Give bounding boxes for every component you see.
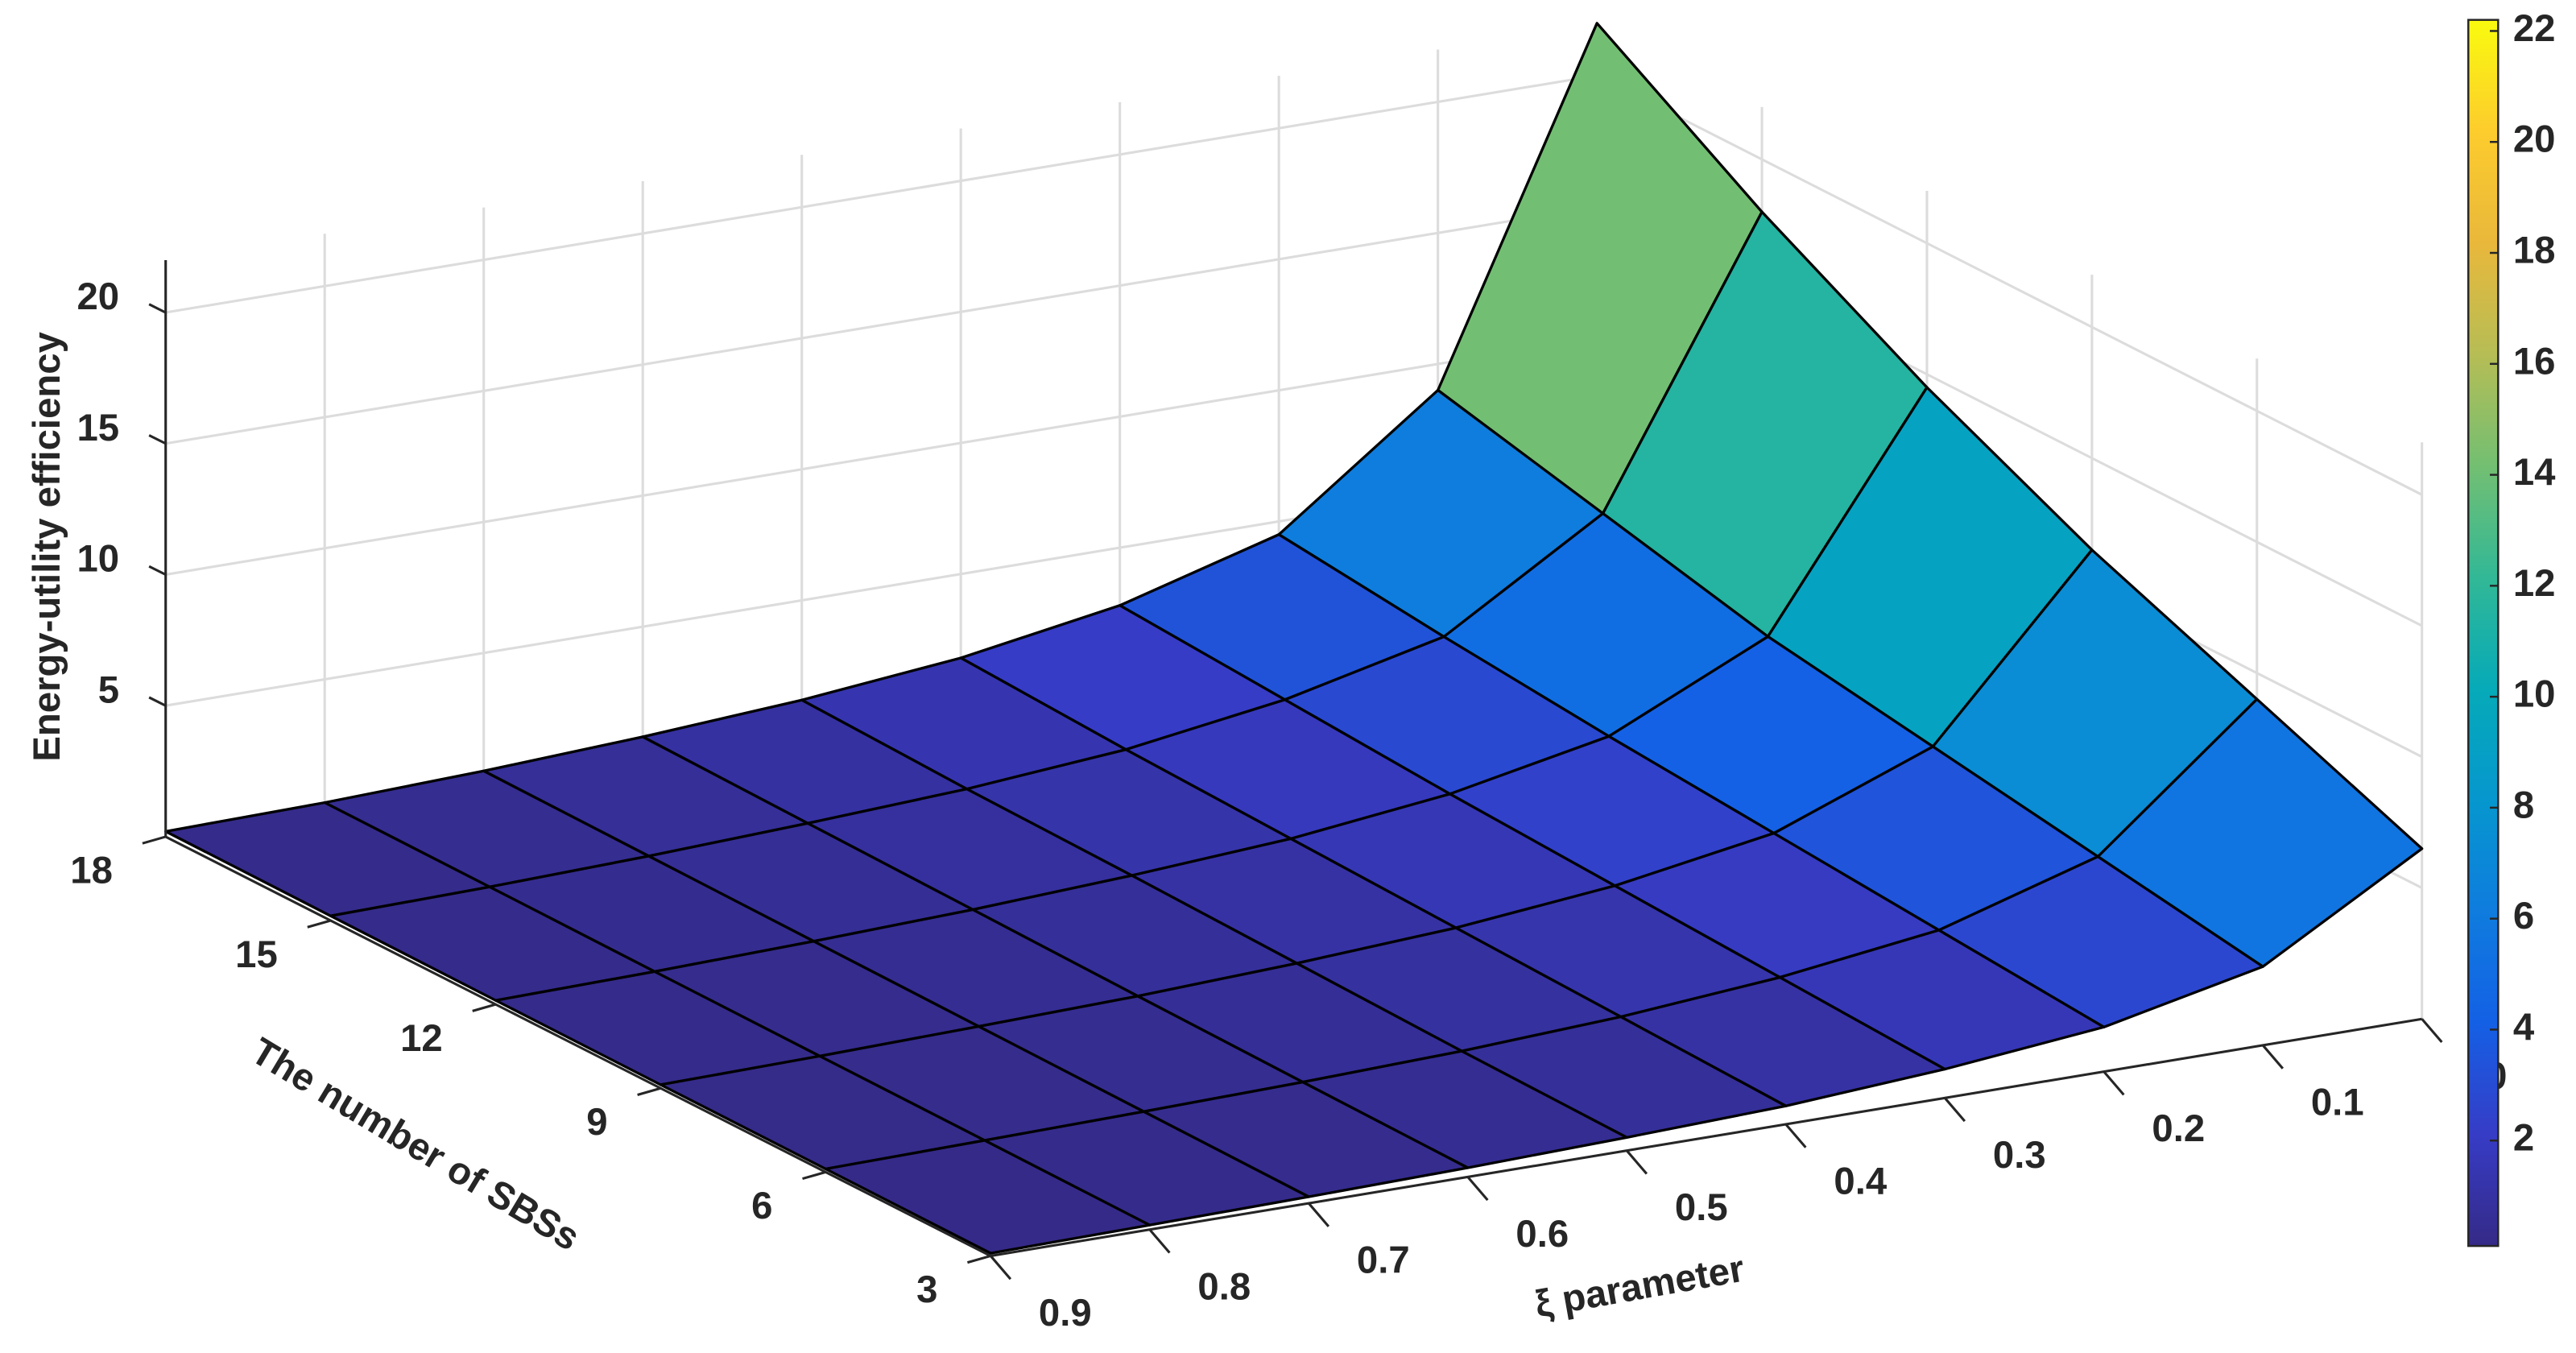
x-tick bbox=[1148, 1228, 1171, 1254]
x-tick bbox=[1626, 1149, 1648, 1175]
z-tick-label: 20 bbox=[77, 275, 120, 318]
colorbar-tick-label: 6 bbox=[2513, 895, 2534, 937]
colorbar-tick-label: 18 bbox=[2513, 230, 2556, 272]
x-tick-label: 0.2 bbox=[2152, 1107, 2205, 1150]
x-tick bbox=[1308, 1202, 1330, 1227]
y-tick bbox=[637, 1086, 661, 1096]
y-tick-label: 18 bbox=[70, 850, 113, 892]
colorbar-tick-label: 4 bbox=[2513, 1006, 2535, 1049]
x-tick-label: 0.4 bbox=[1834, 1161, 1887, 1203]
x-tick-label: 0.3 bbox=[1993, 1134, 2046, 1177]
surface bbox=[164, 22, 2424, 1255]
y-tick-label: 15 bbox=[235, 933, 278, 976]
z-tick-label: 15 bbox=[77, 407, 120, 449]
colorbar-tick-label: 10 bbox=[2513, 673, 2556, 716]
y-tick bbox=[967, 1254, 991, 1264]
z-tick bbox=[148, 303, 167, 314]
y-tick bbox=[802, 1170, 826, 1181]
z-tick-label: 10 bbox=[77, 538, 120, 581]
y-tick-label: 12 bbox=[400, 1017, 443, 1060]
x-tick-label: 0.6 bbox=[1515, 1213, 1569, 1256]
grid-line bbox=[165, 74, 2423, 496]
colorbar-tick-label: 22 bbox=[2513, 7, 2556, 50]
x-tick bbox=[1784, 1123, 1807, 1148]
z-tick-label: 5 bbox=[98, 668, 119, 711]
colorbar bbox=[2467, 19, 2500, 1247]
x-tick bbox=[1944, 1097, 1966, 1123]
colorbar-tick-label: 20 bbox=[2513, 118, 2556, 161]
z-tick bbox=[148, 565, 167, 576]
y-tick-label: 3 bbox=[916, 1268, 937, 1311]
y-tick bbox=[472, 1003, 496, 1012]
y-axis-label: The number of SBSs bbox=[244, 1030, 587, 1260]
colorbar-tick-label: 16 bbox=[2513, 340, 2556, 383]
colorbar-tick-label: 14 bbox=[2513, 451, 2556, 494]
y-axis bbox=[165, 835, 991, 1257]
x-tick-label: 0.7 bbox=[1357, 1239, 1410, 1282]
x-tick bbox=[2103, 1070, 2125, 1096]
z-axis-label: Energy-utility efficiency bbox=[26, 331, 68, 761]
y-tick bbox=[142, 835, 167, 845]
x-tick bbox=[2262, 1044, 2284, 1070]
x-axis-label: ξ parameter bbox=[1532, 1247, 1747, 1326]
surface-face bbox=[824, 1139, 1152, 1255]
x-tick bbox=[1466, 1176, 1489, 1202]
z-tick bbox=[148, 696, 167, 707]
colorbar-tick-label: 12 bbox=[2513, 562, 2556, 605]
colorbar-tick-label: 8 bbox=[2513, 784, 2534, 826]
y-tick bbox=[307, 919, 332, 929]
axes: 510152000.10.20.30.40.50.60.70.80.936912… bbox=[70, 259, 2507, 1334]
x-tick bbox=[990, 1255, 1012, 1281]
z-tick bbox=[148, 434, 167, 445]
x-tick-label: 0.9 bbox=[1039, 1292, 1092, 1334]
y-tick-label: 9 bbox=[586, 1101, 607, 1144]
x-tick-label: 0.8 bbox=[1197, 1265, 1251, 1308]
x-axis bbox=[990, 1017, 2422, 1257]
x-tick bbox=[2421, 1018, 2443, 1044]
x-tick-label: 0.5 bbox=[1675, 1186, 1728, 1229]
colorbar-tick-label: 2 bbox=[2513, 1117, 2534, 1160]
x-tick-label: 0.1 bbox=[2311, 1081, 2364, 1123]
y-tick-label: 6 bbox=[751, 1185, 772, 1227]
